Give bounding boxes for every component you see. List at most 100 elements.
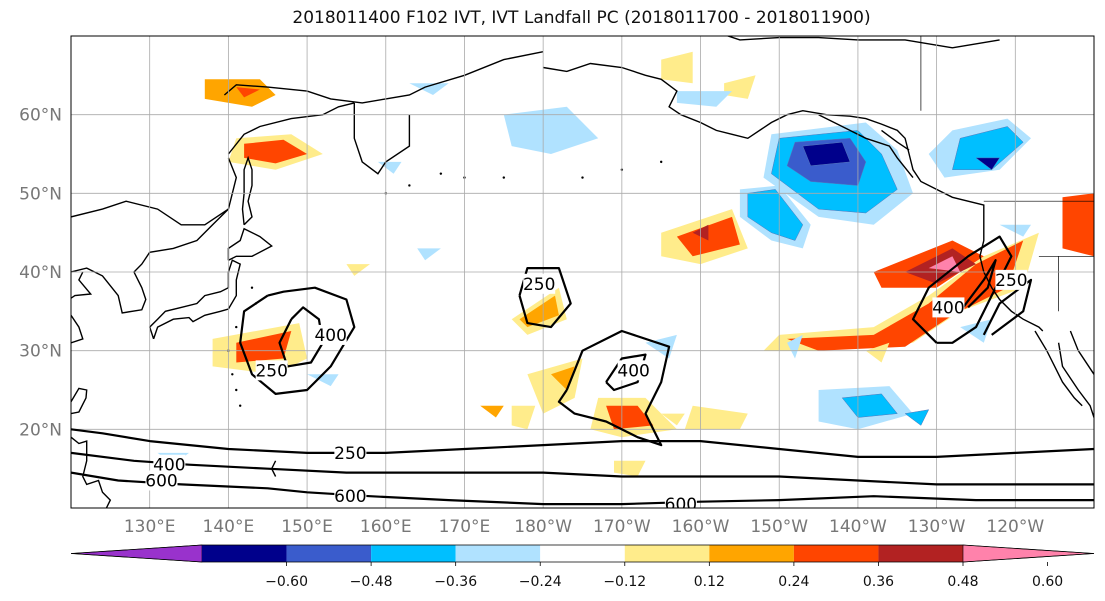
contour-label: 250	[523, 275, 555, 295]
colorbar-tick-label: 0.12	[694, 574, 725, 590]
island	[250, 286, 254, 289]
coastline	[71, 271, 93, 344]
ivt-pc-region	[519, 295, 559, 328]
ivt-contour-line	[982, 278, 1033, 336]
map-title: 2018011400 F102 IVT, IVT Landfall PC (20…	[292, 8, 871, 28]
ivt-contour-line	[71, 428, 1094, 458]
coastline	[1057, 342, 1094, 418]
ivt-contour-line	[239, 286, 356, 395]
ivt-contour-line	[71, 471, 1094, 506]
longitude-tick-label: 140°E	[203, 517, 255, 537]
coastline	[543, 62, 1044, 332]
contour-label-background	[153, 454, 186, 475]
latitude-tick-label: 60°N	[19, 106, 62, 126]
contour-label: 250	[995, 271, 1027, 291]
coastline	[71, 436, 112, 508]
ivt-pc-region	[480, 405, 504, 418]
ivt-pc-region	[1062, 193, 1094, 257]
colorbar-segment	[540, 545, 625, 562]
longitude-tick-label: 150°E	[281, 517, 333, 537]
ivt-pc-region	[952, 126, 1024, 170]
longitude-tick-label: 180°W	[514, 517, 572, 537]
colorbar-segment	[878, 545, 963, 562]
ivt-pc-region	[841, 393, 898, 418]
ivt-pc-region	[787, 240, 1024, 351]
ivt-contour-line	[278, 306, 324, 368]
longitude-tick-label: 160°E	[360, 517, 412, 537]
colorbar-extend-high	[962, 544, 1095, 563]
coastline	[241, 155, 253, 226]
latitude-tick-label: 40°N	[19, 263, 62, 283]
coastline	[71, 208, 229, 314]
latitude-labels: 60°N 50°N 40°N 30°N 20°N	[19, 106, 62, 441]
longitude-tick-label: 170°W	[593, 517, 651, 537]
contour-label: 250	[255, 361, 287, 381]
colorbar-tick-label: −0.48	[350, 574, 393, 590]
colorbar-segment	[793, 545, 879, 562]
contour-label-background	[145, 470, 178, 491]
coastline	[881, 129, 910, 151]
ivt-contour-line	[71, 451, 1094, 486]
ivt-pc-region	[606, 405, 654, 430]
colorbar-tick-label: −0.24	[519, 574, 562, 590]
coastline	[148, 259, 242, 340]
contour-label-background	[314, 324, 347, 345]
contour-label-background	[995, 269, 1028, 290]
ivt-pc-region	[307, 374, 339, 387]
coastline	[227, 227, 273, 261]
coastline	[71, 157, 238, 226]
colorbar-segment	[202, 545, 287, 562]
contour-label: 400	[314, 326, 346, 346]
ivt-pc-region	[346, 264, 370, 276]
coastline	[818, 114, 914, 179]
colorbar-outline	[70, 544, 1095, 563]
contour-label-background	[334, 442, 367, 463]
colorbar-segment	[286, 545, 372, 562]
ivt-pc-region	[661, 413, 685, 426]
gridline-layer	[71, 36, 1094, 508]
ivt-pc-region	[417, 248, 441, 261]
island	[659, 160, 663, 164]
longitude-tick-label: 140°W	[829, 517, 887, 537]
colorbar-labels: −0.60 −0.48 −0.36 −0.24 −0.12 0.12 0.24 0.36 0.4…	[265, 562, 1063, 590]
colorbar-tick-label: −0.60	[265, 574, 308, 590]
ivt-pc-region	[975, 157, 1001, 171]
longitude-tick-label: 120°W	[986, 517, 1044, 537]
ivt-contour-line	[557, 329, 671, 447]
ivt-pc-region	[236, 331, 292, 363]
contour-label: 600	[665, 495, 697, 515]
ivt-pc-region	[511, 405, 536, 430]
contour-label-background	[664, 494, 697, 508]
contour-label-background	[255, 360, 288, 381]
colorbar-segment	[455, 545, 541, 562]
contour-label-background	[334, 486, 367, 507]
colorbar-extend-low	[70, 544, 203, 563]
coastline	[227, 102, 355, 155]
ivt-pc-region	[747, 189, 804, 241]
island	[235, 325, 238, 329]
ivt-contour-line	[518, 267, 572, 329]
ivt-pc-region	[645, 334, 677, 359]
coastline	[1034, 330, 1083, 407]
contour-label: 400	[617, 361, 649, 381]
contour-label-background	[617, 360, 650, 381]
colorbar	[70, 544, 1095, 563]
coastline	[71, 387, 88, 415]
latitude-tick-label: 50°N	[19, 184, 62, 204]
coastline	[725, 36, 1000, 49]
colorbar-tick-label: 0.60	[1032, 574, 1063, 590]
longitude-labels: 130°E 140°E 150°E 160°E 170°E 180°W 170°W 160°W…	[124, 517, 1045, 537]
ivt-contour-layer	[71, 235, 1094, 506]
colorbar-tick-label: 0.48	[947, 574, 978, 590]
colorbar-tick-label: 0.24	[778, 574, 809, 590]
ivt-pc-region	[802, 141, 851, 167]
ivt-pc-region	[409, 83, 449, 95]
ivt-pc-region	[661, 51, 693, 84]
coastline	[353, 102, 411, 175]
latitude-tick-label: 20°N	[19, 420, 62, 440]
contour-label-background	[523, 273, 556, 294]
latitude-tick-label: 30°N	[19, 342, 62, 362]
ivt-pc-region	[676, 91, 732, 107]
island	[502, 176, 506, 179]
